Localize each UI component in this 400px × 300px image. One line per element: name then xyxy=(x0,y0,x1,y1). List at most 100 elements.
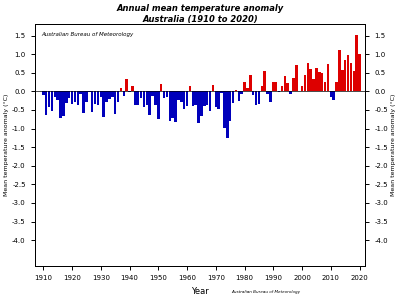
Bar xyxy=(65,91,68,103)
Bar xyxy=(318,72,320,91)
Bar xyxy=(209,91,211,111)
Bar xyxy=(194,91,197,105)
Bar xyxy=(183,91,186,109)
Bar xyxy=(105,91,108,102)
Bar xyxy=(146,91,148,105)
Bar xyxy=(286,83,289,91)
Bar xyxy=(269,91,272,102)
Bar xyxy=(97,91,99,105)
Bar xyxy=(281,86,283,91)
Bar xyxy=(42,91,44,95)
Bar xyxy=(123,91,125,96)
Bar xyxy=(235,90,237,91)
Bar xyxy=(71,91,73,104)
Bar xyxy=(203,91,206,106)
Bar xyxy=(292,78,295,91)
Bar xyxy=(74,91,76,102)
Bar xyxy=(289,91,292,94)
Bar xyxy=(226,91,228,138)
Bar xyxy=(151,91,154,96)
Text: Australian Bureau of Meteorology: Australian Bureau of Meteorology xyxy=(41,32,134,37)
Bar xyxy=(295,65,298,91)
Y-axis label: Mean temperature anomaly (°C): Mean temperature anomaly (°C) xyxy=(4,94,9,196)
Bar xyxy=(174,91,177,122)
Bar xyxy=(238,91,240,101)
Bar xyxy=(301,86,303,91)
Bar xyxy=(252,91,254,95)
Bar xyxy=(108,91,111,99)
Bar xyxy=(278,91,280,92)
Bar xyxy=(356,35,358,91)
Title: Annual mean temperature anomaly
Australia (1910 to 2020): Annual mean temperature anomaly Australi… xyxy=(116,4,284,24)
Bar xyxy=(166,91,168,97)
Bar xyxy=(229,91,232,122)
Bar xyxy=(332,91,335,100)
Bar xyxy=(45,91,48,115)
Bar xyxy=(264,71,266,91)
Bar xyxy=(177,91,180,100)
Bar xyxy=(189,86,191,91)
X-axis label: Year: Year xyxy=(191,287,209,296)
Bar xyxy=(91,91,94,112)
Bar xyxy=(304,75,306,91)
Bar xyxy=(214,91,217,107)
Bar xyxy=(128,91,131,92)
Bar xyxy=(200,91,203,116)
Bar xyxy=(344,60,346,91)
Bar xyxy=(220,91,223,93)
Bar xyxy=(88,91,90,92)
Bar xyxy=(347,55,349,91)
Bar xyxy=(330,91,332,97)
Bar xyxy=(255,91,257,105)
Bar xyxy=(258,91,260,104)
Bar xyxy=(117,91,119,103)
Bar xyxy=(341,70,344,91)
Bar xyxy=(114,91,116,114)
Bar xyxy=(315,68,318,91)
Text: Australian Bureau of Meteorology: Australian Bureau of Meteorology xyxy=(231,290,300,294)
Bar xyxy=(266,91,269,94)
Bar xyxy=(154,91,157,105)
Bar xyxy=(111,91,114,97)
Bar xyxy=(77,91,79,106)
Bar xyxy=(163,91,165,98)
Bar xyxy=(312,79,315,91)
Bar xyxy=(327,64,329,91)
Bar xyxy=(85,91,88,102)
Bar xyxy=(48,91,50,107)
Bar xyxy=(140,91,142,98)
Bar xyxy=(223,91,226,128)
Bar xyxy=(335,82,338,91)
Bar xyxy=(134,91,136,106)
Bar xyxy=(206,91,208,105)
Bar xyxy=(51,91,53,111)
Bar xyxy=(131,86,134,91)
Bar xyxy=(68,91,70,98)
Bar xyxy=(137,91,140,106)
Bar xyxy=(246,88,249,91)
Bar xyxy=(218,91,220,109)
Bar xyxy=(212,85,214,91)
Bar xyxy=(350,63,352,91)
Y-axis label: Mean temperature anomaly (°C): Mean temperature anomaly (°C) xyxy=(391,94,396,196)
Bar xyxy=(260,86,263,91)
Bar xyxy=(82,91,85,112)
Bar xyxy=(243,82,246,91)
Bar xyxy=(310,69,312,91)
Bar xyxy=(54,91,56,97)
Bar xyxy=(324,82,326,91)
Bar xyxy=(186,91,188,106)
Bar xyxy=(148,91,151,115)
Bar xyxy=(321,74,323,91)
Bar xyxy=(80,91,82,94)
Bar xyxy=(94,91,96,104)
Bar xyxy=(232,91,234,103)
Bar xyxy=(168,91,171,121)
Bar xyxy=(306,63,309,91)
Bar xyxy=(240,91,243,94)
Bar xyxy=(62,91,65,116)
Bar xyxy=(275,82,277,91)
Bar xyxy=(56,91,59,100)
Bar xyxy=(197,91,200,123)
Bar xyxy=(172,91,174,118)
